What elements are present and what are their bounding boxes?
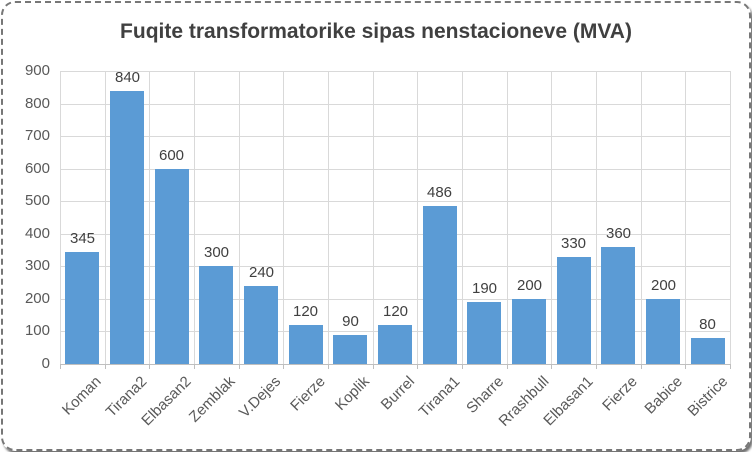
x-axis-category-label: Koplik bbox=[332, 373, 374, 414]
bar-value-label: 190 bbox=[471, 280, 498, 297]
x-axis-tickmark bbox=[596, 365, 597, 369]
x-axis-tickmark bbox=[417, 365, 418, 369]
y-gridline bbox=[60, 266, 730, 267]
bar-zemblak bbox=[199, 266, 233, 364]
bar-value-label: 120 bbox=[382, 303, 409, 320]
bar-value-label: 240 bbox=[248, 264, 275, 281]
y-gridline bbox=[60, 104, 730, 105]
bar-value-label: 90 bbox=[342, 313, 359, 330]
x-gridline bbox=[239, 71, 240, 364]
bar-value-label: 330 bbox=[560, 235, 587, 252]
bar-bistrice bbox=[691, 338, 725, 364]
chart-title: Fuqite transformatorike sipas nenstacion… bbox=[120, 20, 632, 43]
x-axis-category-label: Babice bbox=[641, 373, 687, 418]
y-gridline bbox=[60, 299, 730, 300]
y-axis-tick-label: 300 bbox=[24, 257, 50, 274]
x-gridline bbox=[641, 71, 642, 364]
bar-fierze bbox=[289, 325, 323, 364]
y-axis-tick-label: 100 bbox=[24, 322, 50, 339]
bar-babice bbox=[646, 299, 680, 364]
x-gridline bbox=[730, 71, 731, 364]
x-axis-tickmark bbox=[149, 365, 150, 369]
x-axis-tickmark bbox=[730, 365, 731, 369]
x-axis-tickmark bbox=[194, 365, 195, 369]
x-gridline bbox=[551, 71, 552, 364]
x-axis-category-label: Burrel bbox=[377, 373, 419, 414]
bar-v.dejes bbox=[244, 286, 278, 364]
y-axis-tick-label: 900 bbox=[24, 62, 50, 79]
y-gridline bbox=[60, 136, 730, 137]
x-gridline bbox=[685, 71, 686, 364]
bar-sharre bbox=[467, 302, 501, 364]
y-axis-tick-label: 700 bbox=[24, 127, 50, 144]
x-axis-tickmark bbox=[60, 365, 61, 369]
bar-elbasan2 bbox=[155, 169, 189, 364]
bar-value-label: 840 bbox=[114, 69, 141, 86]
bar-value-label: 200 bbox=[516, 277, 543, 294]
bar-tirana2 bbox=[110, 91, 144, 364]
x-axis-tickmark bbox=[328, 365, 329, 369]
x-gridline bbox=[507, 71, 508, 364]
bar-value-label: 345 bbox=[69, 230, 96, 247]
x-axis-category-label: V.Dejes bbox=[235, 373, 285, 422]
y-gridline bbox=[60, 169, 730, 170]
x-axis-tickmark bbox=[239, 365, 240, 369]
y-gridline bbox=[60, 201, 730, 202]
x-gridline bbox=[328, 71, 329, 364]
bar-elbasan1 bbox=[557, 257, 591, 364]
bar-burrel bbox=[378, 325, 412, 364]
bar-value-label: 600 bbox=[158, 147, 185, 164]
bar-tirana1 bbox=[423, 206, 457, 364]
x-axis-category-label: Koman bbox=[59, 373, 106, 419]
x-axis-line bbox=[60, 364, 731, 365]
x-gridline bbox=[105, 71, 106, 364]
x-axis-tickmark bbox=[105, 365, 106, 369]
bar-value-label: 120 bbox=[292, 303, 319, 320]
bar-value-label: 200 bbox=[650, 277, 677, 294]
x-axis-category-label: Fierze bbox=[599, 373, 642, 415]
x-axis-category-label: Fierze bbox=[287, 373, 330, 415]
y-axis-tick-label: 600 bbox=[24, 160, 50, 177]
x-axis-tickmark bbox=[685, 365, 686, 369]
y-axis-tick-label: 800 bbox=[24, 95, 50, 112]
x-gridline bbox=[596, 71, 597, 364]
x-axis-tickmark bbox=[507, 365, 508, 369]
bar-value-label: 360 bbox=[605, 225, 632, 242]
y-axis-tick-label: 200 bbox=[24, 290, 50, 307]
y-gridline bbox=[60, 71, 730, 72]
bar-fierze bbox=[601, 247, 635, 364]
bar-value-label: 80 bbox=[699, 316, 716, 333]
x-axis-category-label: Zemblak bbox=[186, 373, 240, 426]
x-axis-tickmark bbox=[373, 365, 374, 369]
y-axis-tick-label: 400 bbox=[24, 225, 50, 242]
x-gridline bbox=[417, 71, 418, 364]
bar-rrashbull bbox=[512, 299, 546, 364]
x-axis-tickmark bbox=[641, 365, 642, 369]
x-gridline bbox=[149, 71, 150, 364]
y-axis-tick-label: 500 bbox=[24, 192, 50, 209]
bar-koplik bbox=[333, 335, 367, 364]
x-gridline bbox=[60, 71, 61, 364]
x-gridline bbox=[462, 71, 463, 364]
x-gridline bbox=[283, 71, 284, 364]
y-gridline bbox=[60, 234, 730, 235]
x-gridline bbox=[194, 71, 195, 364]
x-axis-category-label: Tirana1 bbox=[415, 373, 464, 421]
x-axis-tickmark bbox=[283, 365, 284, 369]
bar-koman bbox=[65, 252, 99, 364]
x-axis-tickmark bbox=[462, 365, 463, 369]
x-gridline bbox=[373, 71, 374, 364]
x-axis-tickmark bbox=[551, 365, 552, 369]
y-axis-tick-label: 0 bbox=[41, 355, 50, 372]
bar-value-label: 300 bbox=[203, 244, 230, 261]
bar-value-label: 486 bbox=[426, 184, 453, 201]
x-axis-category-label: Bistrice bbox=[684, 373, 732, 420]
